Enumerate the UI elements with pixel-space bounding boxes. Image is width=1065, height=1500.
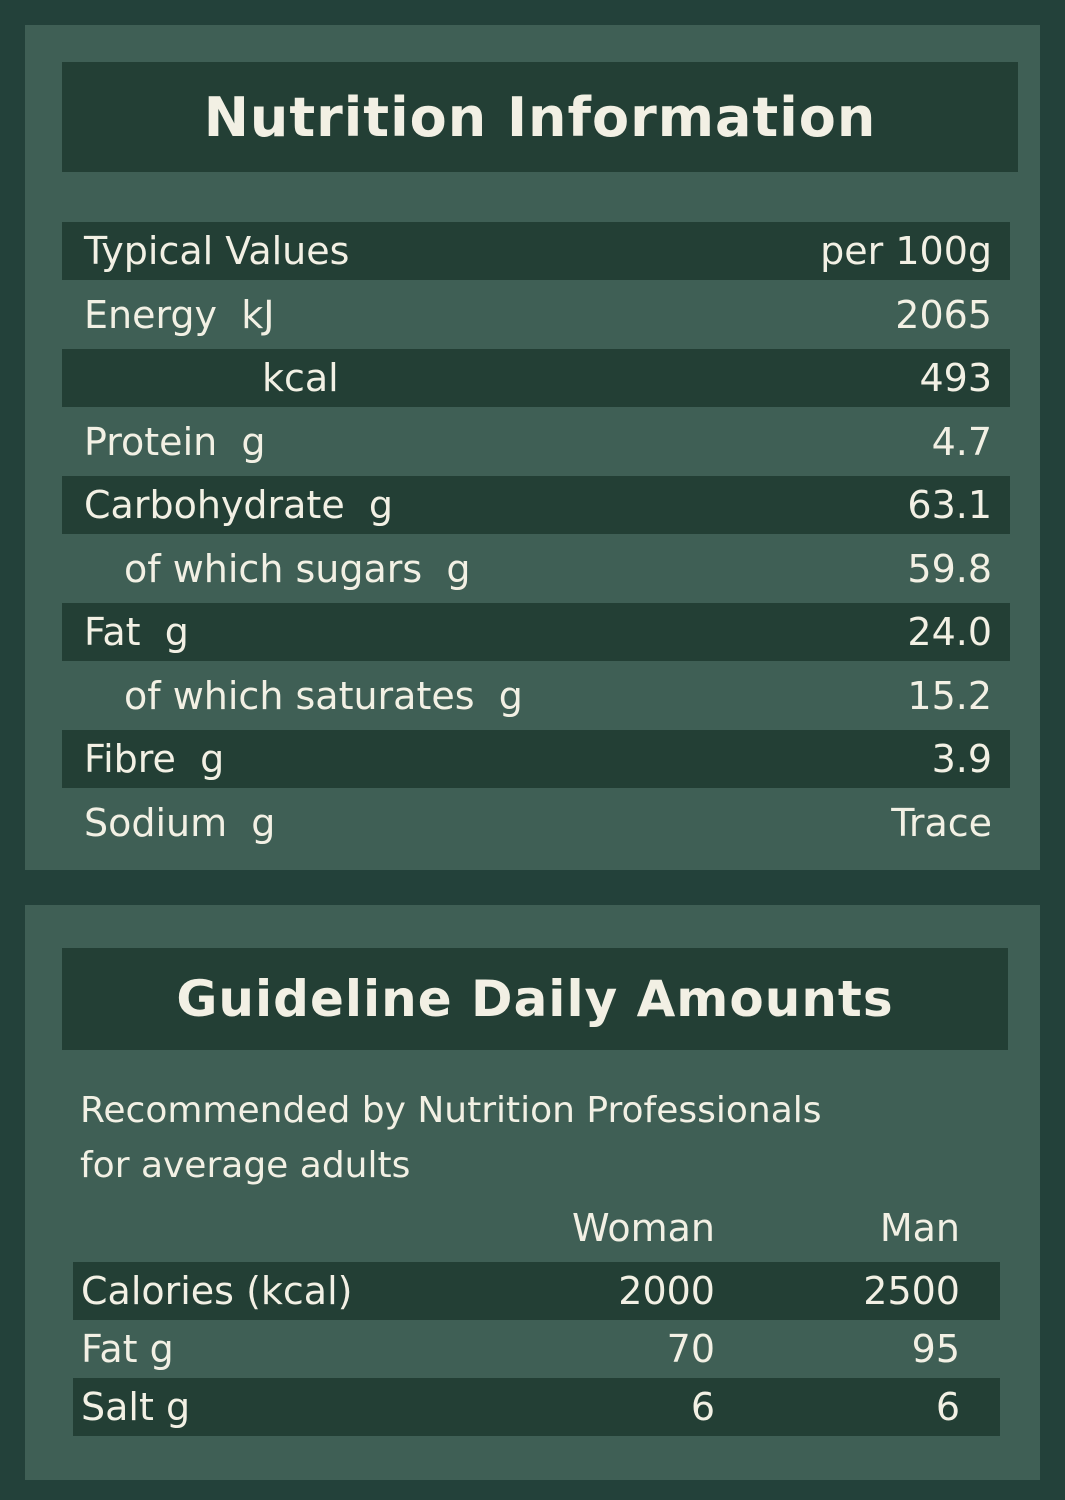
gda-note-line1: Recommended by Nutrition Professionals	[80, 1090, 822, 1131]
nutrient-label: of which sugars g	[124, 546, 471, 591]
nutrient-label: Fibre g	[84, 737, 225, 781]
nutrient-row: Fibre g 3.9	[62, 730, 1010, 788]
nutrient-value: 2065	[895, 292, 992, 337]
nutrient-row: kcal 493	[62, 349, 1010, 407]
nutrient-label: Energy kJ	[84, 292, 275, 337]
nutrient-value: 59.8	[907, 546, 992, 591]
gda-column-headers: Woman Man	[73, 1199, 1000, 1257]
nutrient-row: of which saturates g 15.2	[62, 667, 1010, 725]
nutrient-row: Protein g 4.7	[62, 413, 1010, 471]
nutrient-label: Sodium g	[84, 800, 276, 845]
gda-woman-value: 6	[690, 1385, 715, 1429]
guideline-daily-amounts-panel: Guideline Daily Amounts Recommended by N…	[25, 905, 1040, 1480]
gda-man-value: 2500	[863, 1269, 960, 1313]
nutrient-value: Trace	[891, 800, 992, 845]
nutrient-label: Carbohydrate g	[84, 483, 393, 527]
nutrient-value: 4.7	[931, 419, 992, 464]
gda-woman-value: 70	[666, 1327, 715, 1371]
header-row: Typical Values per 100g	[62, 222, 1010, 280]
gda-title: Guideline Daily Amounts	[62, 948, 1008, 1050]
nutrient-row: Carbohydrate g 63.1	[62, 476, 1010, 534]
nutrient-row: of which sugars g 59.8	[62, 540, 1010, 598]
nutrient-value: 15.2	[907, 673, 992, 718]
nutrient-value: 63.1	[907, 483, 992, 527]
nutrient-label: Protein g	[84, 419, 266, 464]
gda-note-line2: for average adults	[80, 1145, 411, 1186]
gda-row: Calories (kcal) 2000 2500	[73, 1262, 1000, 1320]
gda-row: Fat g 70 95	[73, 1320, 1000, 1378]
nutrient-row: Sodium g Trace	[62, 794, 1010, 852]
gda-label: Fat g	[81, 1327, 174, 1371]
nutrient-label: of which saturates g	[124, 673, 523, 718]
nutrient-label: kcal	[262, 356, 339, 400]
gda-label: Calories (kcal)	[81, 1269, 353, 1313]
nutrient-value: per 100g	[820, 229, 992, 273]
nutrient-row: Energy kJ 2065	[62, 286, 1010, 344]
gda-row: Salt g 6 6	[73, 1378, 1000, 1436]
gda-woman-value: 2000	[618, 1269, 715, 1313]
nutrient-label: Typical Values	[84, 229, 350, 273]
nutrient-label: Fat g	[84, 610, 189, 654]
gda-label: Salt g	[81, 1385, 191, 1429]
nutrient-value: 24.0	[907, 610, 992, 654]
column-header-woman: Woman	[572, 1206, 715, 1250]
nutrition-title: Nutrition Information	[62, 62, 1018, 172]
nutrient-value: 493	[919, 356, 992, 400]
nutrition-information-panel: Nutrition Information Typical Values per …	[25, 25, 1040, 870]
column-header-man: Man	[879, 1206, 960, 1250]
gda-man-value: 95	[911, 1327, 960, 1371]
gda-man-value: 6	[935, 1385, 960, 1429]
nutrient-row: Fat g 24.0	[62, 603, 1010, 661]
nutrient-value: 3.9	[931, 737, 992, 781]
